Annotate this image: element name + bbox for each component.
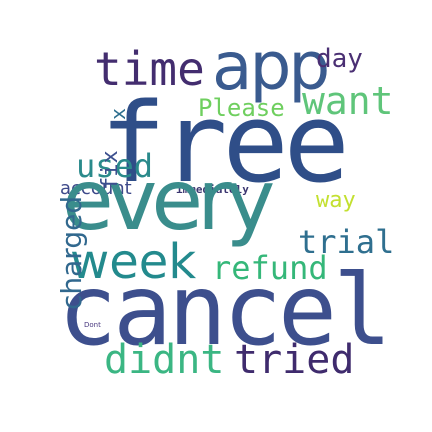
word-used: used bbox=[76, 147, 154, 185]
word-trial: trial bbox=[298, 223, 395, 261]
word-want: want bbox=[302, 79, 394, 123]
word-free: free bbox=[100, 79, 350, 207]
word-day: day bbox=[316, 44, 363, 74]
word-week: week bbox=[70, 234, 197, 290]
word-charged: charged bbox=[55, 195, 88, 310]
word-every: every bbox=[62, 151, 275, 249]
word-dont: Dont bbox=[84, 321, 101, 329]
word-app: app bbox=[212, 28, 330, 105]
word-time: time bbox=[94, 42, 205, 96]
word-tried: tried bbox=[234, 337, 355, 383]
word-immediately: immediately bbox=[176, 183, 249, 196]
word-account: account bbox=[60, 178, 132, 199]
word-refund: refund bbox=[212, 249, 328, 287]
word-didnt: didnt bbox=[104, 337, 225, 383]
word-x: x bbox=[106, 107, 130, 120]
word-please: Please bbox=[198, 94, 285, 122]
word-way: way bbox=[316, 188, 356, 213]
word-fix: fix bbox=[98, 150, 123, 190]
word-cancel: cancel bbox=[58, 254, 392, 368]
